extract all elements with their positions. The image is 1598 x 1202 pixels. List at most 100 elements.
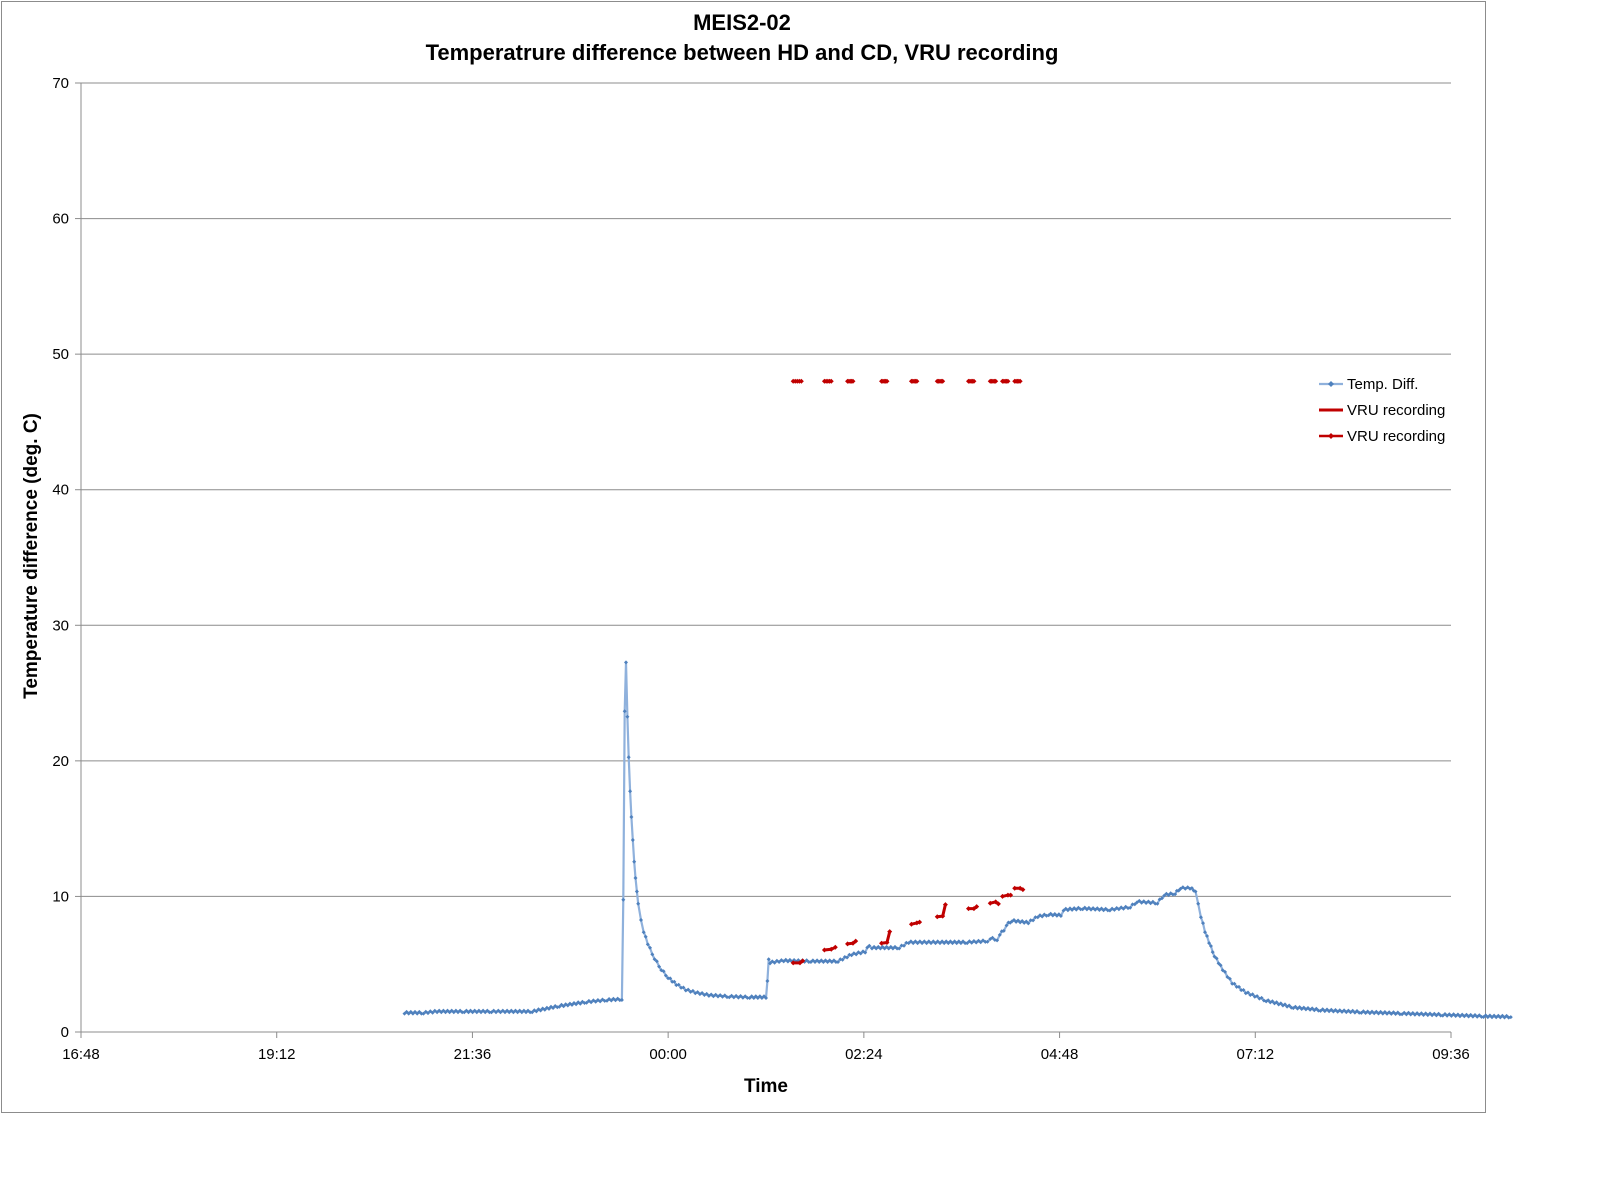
temp-diff-point bbox=[854, 952, 859, 957]
temp-diff-point bbox=[1198, 915, 1203, 920]
temp-diff-point bbox=[652, 957, 657, 962]
temp-diff-point bbox=[676, 982, 681, 987]
y-tick-label: 40 bbox=[52, 482, 69, 499]
y-axis-title: Temperature difference (deg. C) bbox=[21, 413, 42, 699]
legend: Temp. Diff. VRU recording VRU recording bbox=[1319, 376, 1445, 445]
temp-diff-point bbox=[867, 943, 872, 948]
temp-diff-point bbox=[589, 1000, 594, 1005]
temp-diff-point bbox=[534, 1009, 539, 1014]
x-tick-label: 16:48 bbox=[62, 1046, 100, 1063]
temp-diff-point bbox=[628, 789, 633, 794]
temp-diff-point bbox=[1016, 918, 1021, 923]
vru-flag-point bbox=[1005, 378, 1011, 384]
vru-recording-point bbox=[853, 938, 859, 944]
temp-diff-point bbox=[985, 939, 990, 944]
y-tick-label: 70 bbox=[52, 75, 69, 92]
temp-diff-point bbox=[641, 930, 646, 935]
temp-diff-point bbox=[1203, 930, 1207, 935]
gridlines bbox=[81, 82, 1451, 897]
temp-diff-point bbox=[419, 1011, 424, 1016]
temp-diff-point bbox=[1058, 914, 1063, 918]
temp-diff-point bbox=[598, 999, 603, 1004]
temp-diff-point bbox=[1239, 988, 1244, 993]
vru-recording-point bbox=[999, 893, 1005, 899]
temp-diff-point bbox=[1150, 899, 1155, 904]
temp-diff-point bbox=[858, 951, 863, 956]
temp-diff-point bbox=[777, 960, 782, 964]
temp-diff-point bbox=[1259, 995, 1264, 1000]
vru-flag-point bbox=[914, 378, 920, 384]
temp-diff-point bbox=[1035, 915, 1040, 920]
vru-recording-point bbox=[821, 947, 827, 953]
x-tick-label: 09:36 bbox=[1432, 1046, 1470, 1063]
temp-diff-point bbox=[695, 990, 700, 995]
temp-diff-point bbox=[584, 1000, 589, 1005]
temp-diff-point bbox=[1116, 907, 1121, 912]
chart-title: MEIS2-02 bbox=[693, 10, 791, 35]
temp-diff-point bbox=[704, 991, 709, 996]
vru-recording-point bbox=[832, 944, 838, 950]
temp-diff-point bbox=[574, 1002, 579, 1007]
temp-diff-point bbox=[639, 918, 643, 922]
temp-diff-point bbox=[530, 1010, 535, 1015]
vru-recording-point bbox=[879, 940, 885, 946]
temp-diff-point bbox=[990, 935, 995, 940]
temp-diff-point bbox=[745, 995, 750, 1000]
temp-diff-point bbox=[1274, 1000, 1279, 1005]
temp-diff-point bbox=[430, 1010, 435, 1015]
temp-diff-point bbox=[1278, 1001, 1283, 1006]
temp-diff-point bbox=[1270, 999, 1275, 1004]
temp-diff-point bbox=[1137, 898, 1142, 903]
temp-diff-point bbox=[578, 1001, 583, 1006]
temp-diff-point bbox=[849, 953, 854, 958]
vru-flag-point bbox=[828, 378, 834, 384]
temp-diff-point bbox=[772, 960, 777, 965]
x-tick-label: 04:48 bbox=[1041, 1046, 1079, 1063]
temp-diff-point bbox=[765, 979, 770, 983]
vru-flag-point bbox=[971, 378, 977, 384]
vru-recording-point bbox=[1020, 887, 1026, 893]
temp-diff-point bbox=[904, 940, 909, 945]
temp-diff-point bbox=[632, 859, 637, 864]
temp-diff-point bbox=[1112, 907, 1117, 912]
temp-diff-point bbox=[626, 755, 631, 760]
vru-recording-point bbox=[828, 946, 834, 952]
x-tick-label: 07:12 bbox=[1237, 1046, 1275, 1063]
temp-diff-point bbox=[1397, 1012, 1402, 1017]
temp-diff-point bbox=[648, 945, 652, 950]
temp-diff-point bbox=[768, 961, 773, 966]
temp-diff-point bbox=[1004, 923, 1009, 928]
y-tick-label: 0 bbox=[61, 1024, 69, 1041]
x-tick-label: 19:12 bbox=[258, 1046, 296, 1063]
legend-temp-diff-label: Temp. Diff. bbox=[1347, 376, 1418, 393]
temp-diff-point bbox=[833, 960, 838, 964]
temp-diff-point bbox=[561, 1004, 566, 1009]
temp-diff-point bbox=[902, 943, 906, 948]
temp-diff-point bbox=[1121, 906, 1126, 911]
temp-diff-point bbox=[1250, 992, 1255, 997]
temp-diff-point bbox=[1130, 902, 1135, 907]
temp-diff-point bbox=[654, 959, 659, 964]
temp-diff-point bbox=[1040, 914, 1045, 919]
vru-flag-point bbox=[850, 378, 856, 384]
temp-diff-point bbox=[629, 815, 634, 819]
temp-diff-point bbox=[1026, 921, 1031, 926]
temp-diff-point bbox=[630, 838, 635, 842]
temp-diff-point bbox=[565, 1003, 570, 1008]
temp-diff-point bbox=[1218, 963, 1223, 968]
vru-recording-point bbox=[1008, 892, 1014, 898]
temp-diff-point bbox=[528, 1010, 533, 1015]
temp-diff-point bbox=[978, 940, 983, 945]
temp-diff-point bbox=[1189, 886, 1194, 891]
temp-diff-point bbox=[557, 1004, 562, 1009]
temp-diff-point bbox=[1153, 901, 1158, 906]
vru-flag-point bbox=[884, 378, 890, 384]
temp-diff-point bbox=[974, 940, 979, 945]
temp-diff-point bbox=[681, 985, 686, 990]
temp-diff-point bbox=[764, 996, 768, 1000]
vru-recording-point bbox=[942, 902, 948, 908]
temp-diff-point bbox=[895, 946, 900, 951]
vru-recording-point bbox=[917, 919, 923, 925]
temp-diff-point bbox=[1350, 1008, 1355, 1013]
temp-diff-point bbox=[1438, 1013, 1443, 1018]
